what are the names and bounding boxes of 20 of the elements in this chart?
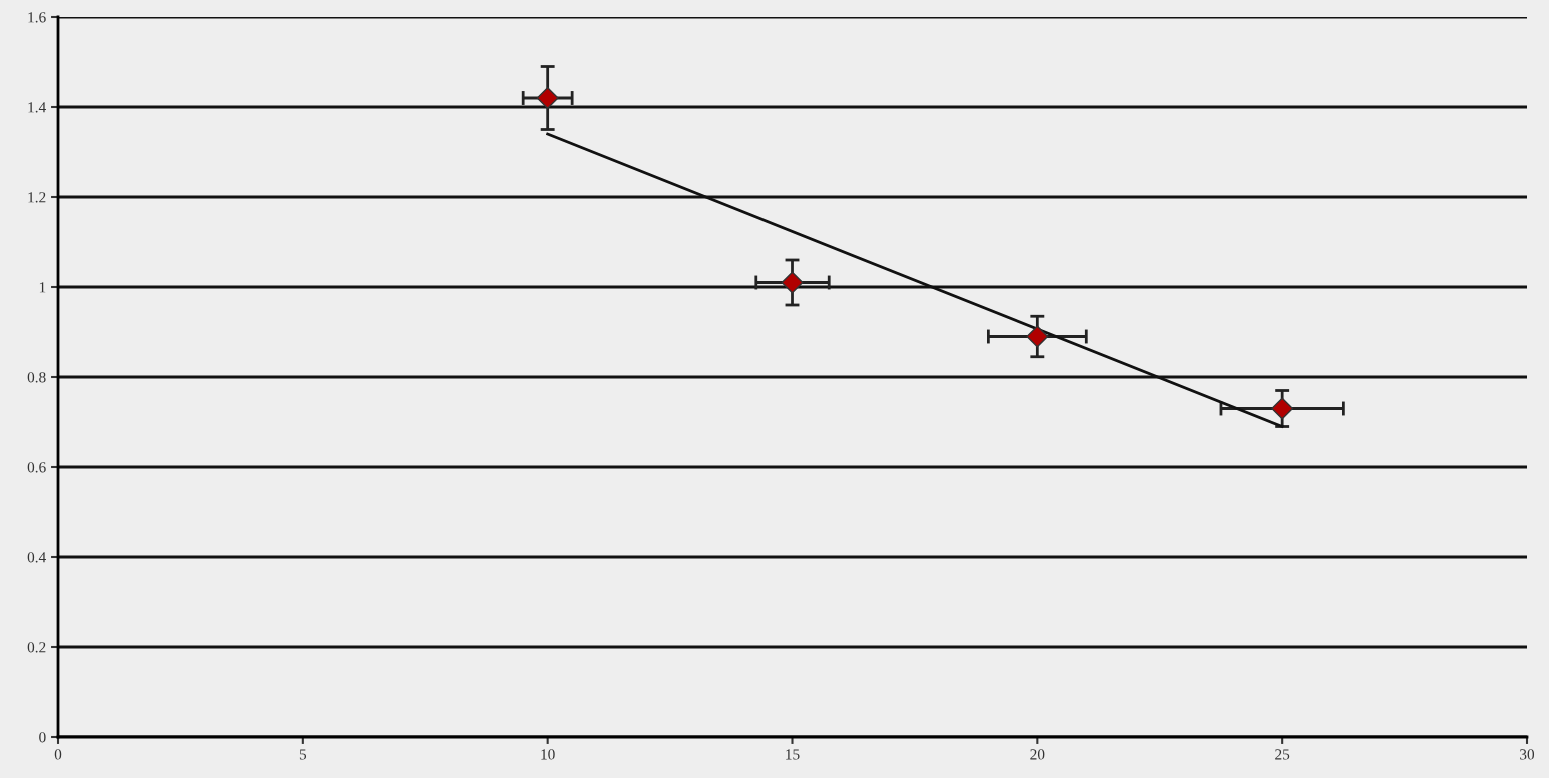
y-tick-label: 1.2: [28, 192, 46, 203]
x-tick-label: 30: [1520, 749, 1535, 760]
point: [536, 87, 559, 109]
x-tick-label: 20: [1030, 749, 1045, 760]
x-tick-label: 0: [54, 749, 62, 760]
x-tick-label: 15: [786, 749, 800, 760]
point: [781, 271, 804, 294]
point: [1026, 325, 1049, 348]
x-tick-label: 10: [541, 749, 555, 760]
x-tick-label: 5: [299, 749, 307, 760]
y-tick-label: 0: [39, 732, 46, 743]
y-tick-label: 1.4: [28, 102, 46, 113]
y-tick-label: 0.6: [27, 462, 46, 473]
x-tick-label: 25: [1275, 749, 1290, 760]
y-tick-label: 0.2: [27, 642, 46, 653]
point: [1271, 397, 1294, 420]
y-tick-label: 1.6: [28, 12, 46, 23]
y-tick-label: 0.4: [27, 552, 46, 563]
y-tick-label: 1: [39, 282, 46, 293]
y-tick-label: 0.8: [27, 372, 46, 383]
